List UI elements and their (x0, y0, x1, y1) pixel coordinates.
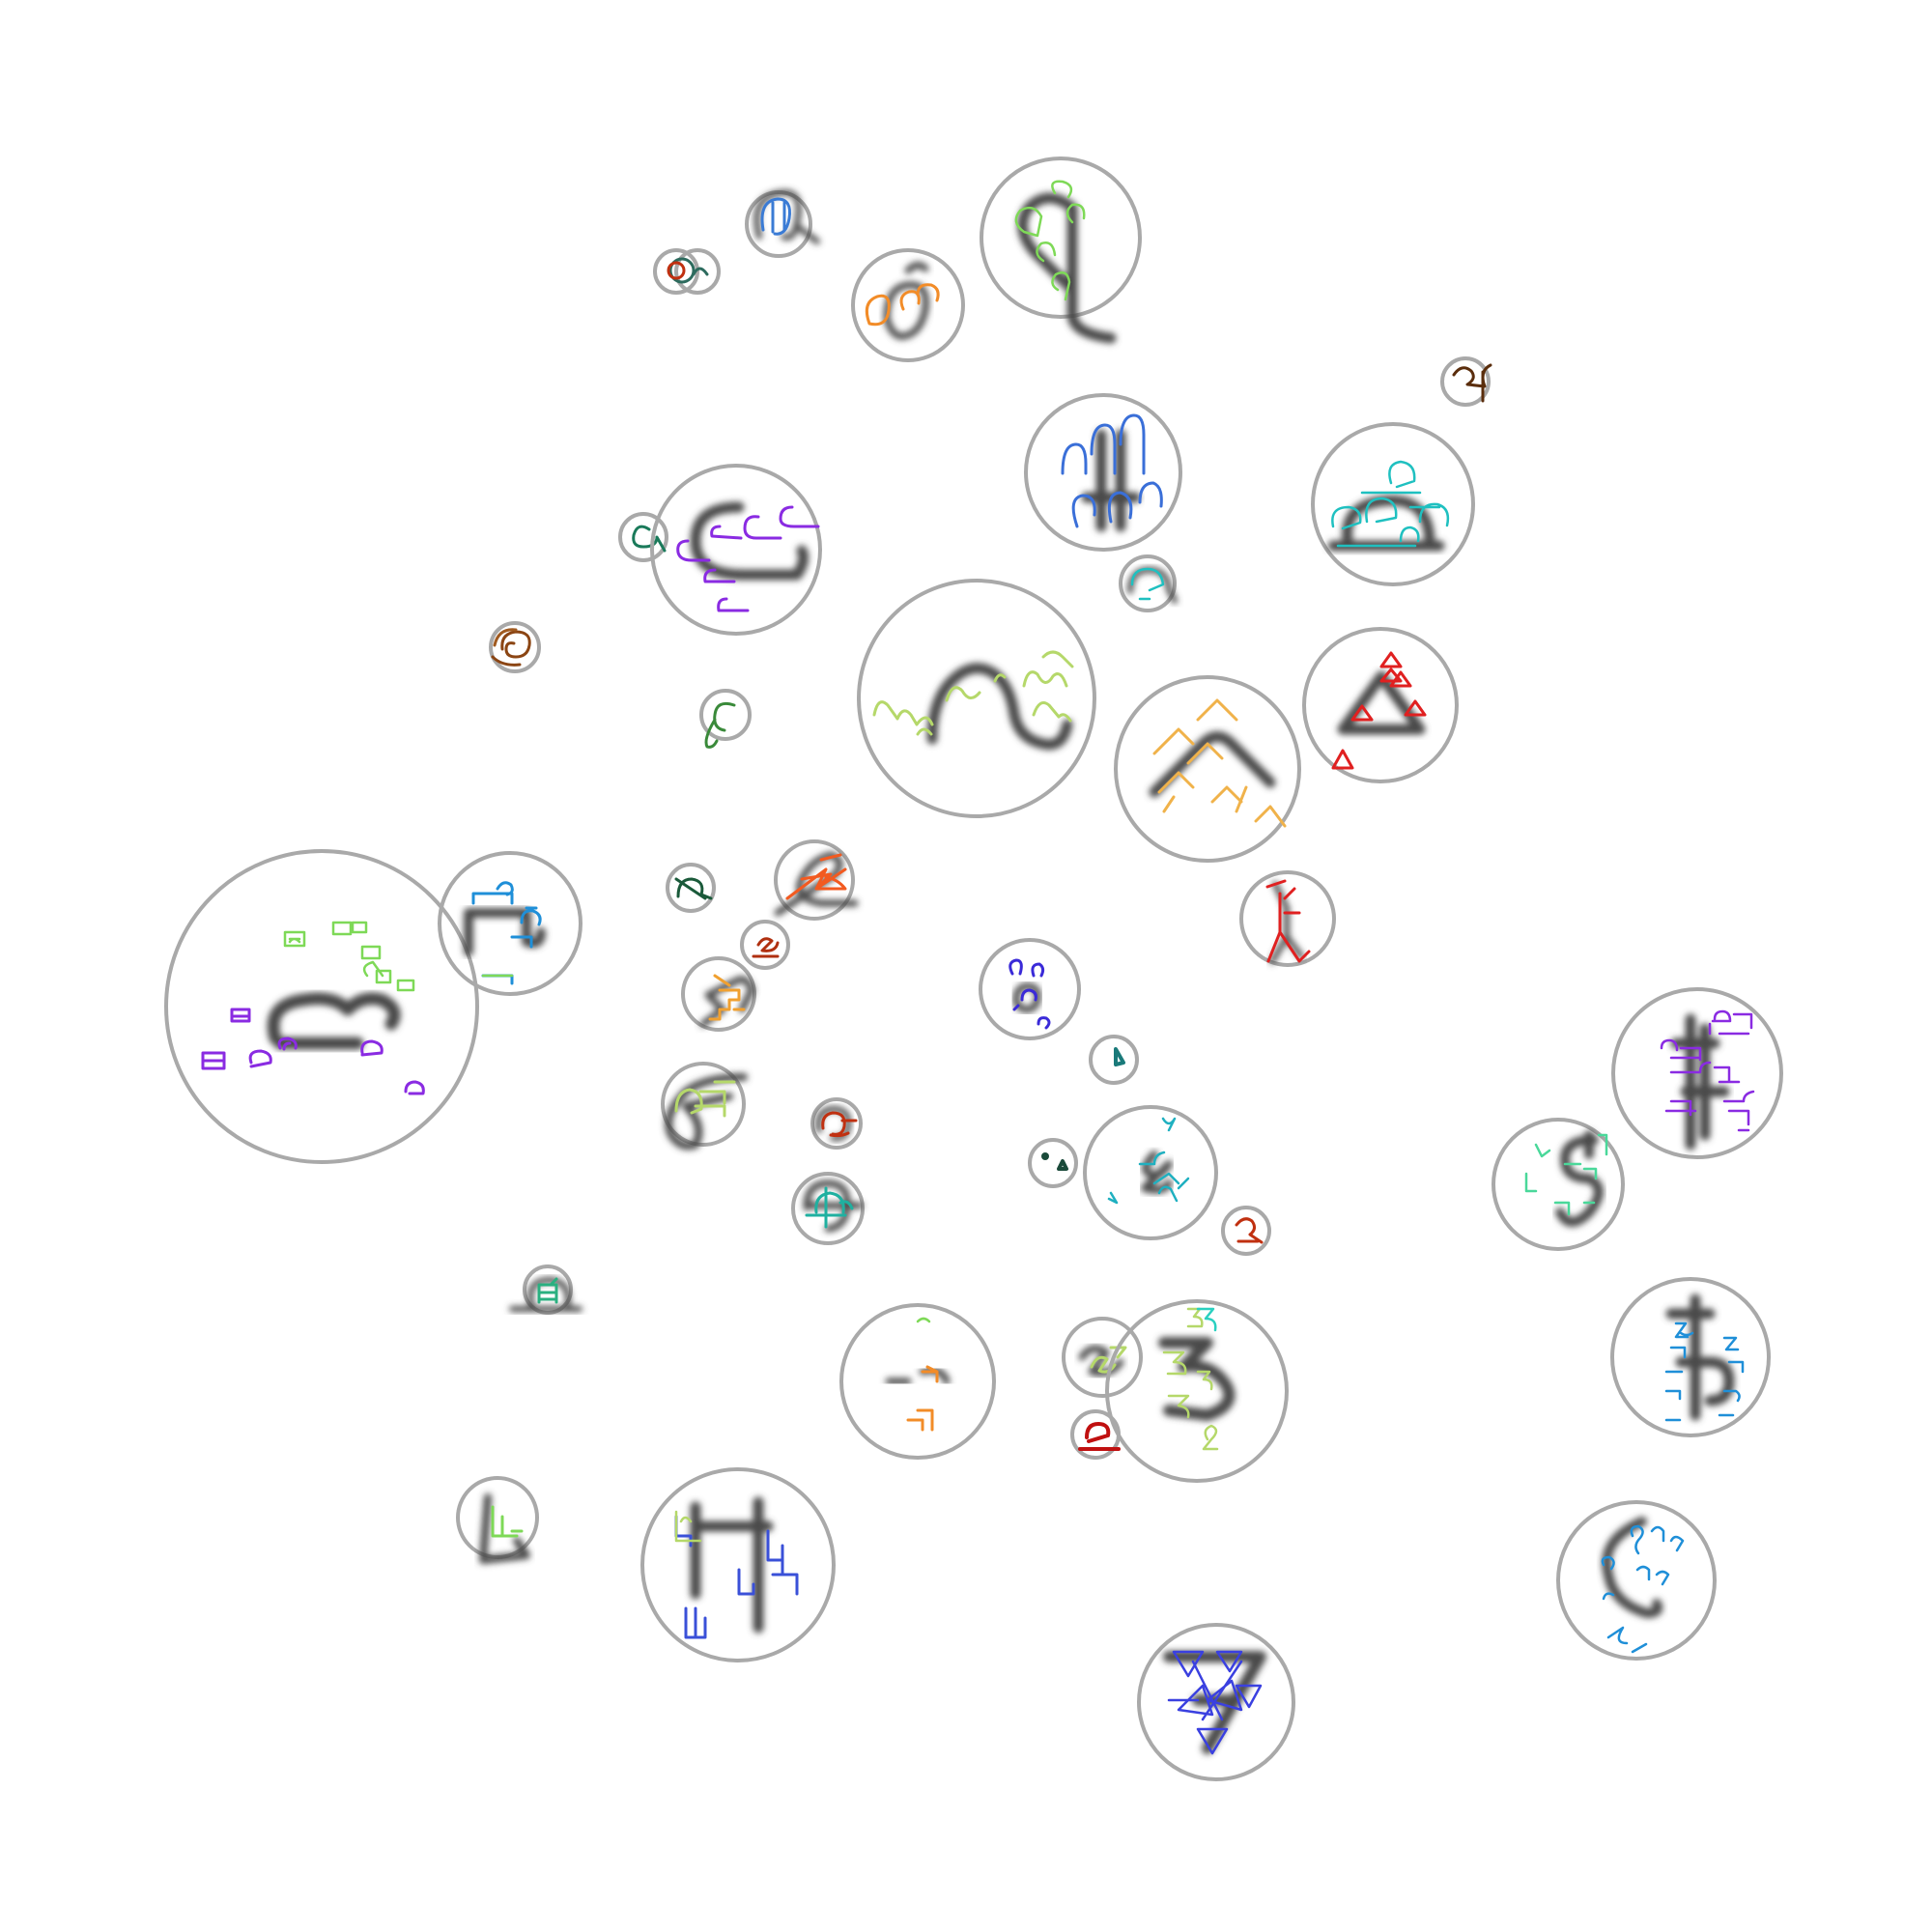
cluster-c14 (1302, 627, 1459, 783)
cluster-c05 (1440, 356, 1492, 407)
cluster-c28 (1028, 1138, 1078, 1188)
cluster-c37 (1070, 1409, 1121, 1460)
cluster-c01 (653, 248, 721, 295)
cluster-c16 (164, 849, 479, 1164)
cluster-c11 (489, 621, 541, 673)
cluster-c10 (1119, 554, 1178, 612)
cluster-c21 (740, 920, 790, 970)
cluster-c19 (774, 839, 859, 921)
cluster-c20 (1239, 870, 1336, 967)
cluster-c12 (857, 579, 1096, 818)
cluster-c34 (839, 1303, 996, 1460)
cluster-c24 (1089, 1035, 1139, 1085)
cluster-c06 (1024, 393, 1182, 552)
cluster-c02 (745, 189, 820, 258)
cluster-c18 (666, 863, 716, 913)
cluster-c04 (980, 156, 1142, 344)
cluster-c31 (791, 1172, 865, 1245)
cluster-c09 (650, 464, 822, 636)
cluster-c38 (1610, 1277, 1771, 1437)
cluster-c39 (456, 1476, 539, 1564)
cluster-c33 (509, 1264, 582, 1315)
cluster-c22 (681, 956, 756, 1032)
cluster-c40 (640, 1467, 836, 1662)
cluster-c30 (1492, 1118, 1625, 1251)
cluster-c17 (438, 851, 582, 996)
cluster-c08 (618, 512, 668, 562)
cluster-c03 (851, 248, 965, 362)
cluster-c32 (1221, 1206, 1271, 1256)
cluster-c13 (1114, 675, 1301, 863)
cluster-c36 (1105, 1299, 1289, 1483)
cluster-c26 (661, 1062, 748, 1151)
cluster-c41 (1556, 1500, 1717, 1661)
cluster-c27 (810, 1097, 863, 1150)
cluster-c25 (1611, 987, 1783, 1159)
cluster-c23 (979, 938, 1081, 1040)
cluster-c15 (699, 689, 752, 749)
cluster-c07 (1311, 422, 1475, 586)
cluster-c29 (1083, 1105, 1218, 1240)
cluster-c42 (1137, 1623, 1295, 1781)
